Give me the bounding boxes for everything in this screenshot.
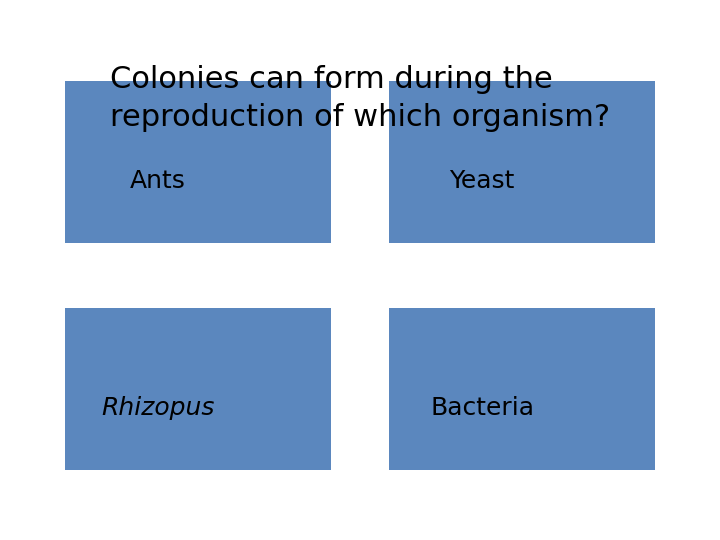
FancyBboxPatch shape [65, 81, 331, 243]
Text: Ants: Ants [130, 170, 186, 193]
FancyBboxPatch shape [389, 81, 655, 243]
Text: Bacteria: Bacteria [430, 396, 534, 420]
Text: Colonies can form during the
reproduction of which organism?: Colonies can form during the reproductio… [110, 65, 610, 132]
FancyBboxPatch shape [389, 308, 655, 470]
Text: Rhizopus: Rhizopus [102, 396, 215, 420]
Text: Yeast: Yeast [449, 170, 515, 193]
FancyBboxPatch shape [65, 308, 331, 470]
